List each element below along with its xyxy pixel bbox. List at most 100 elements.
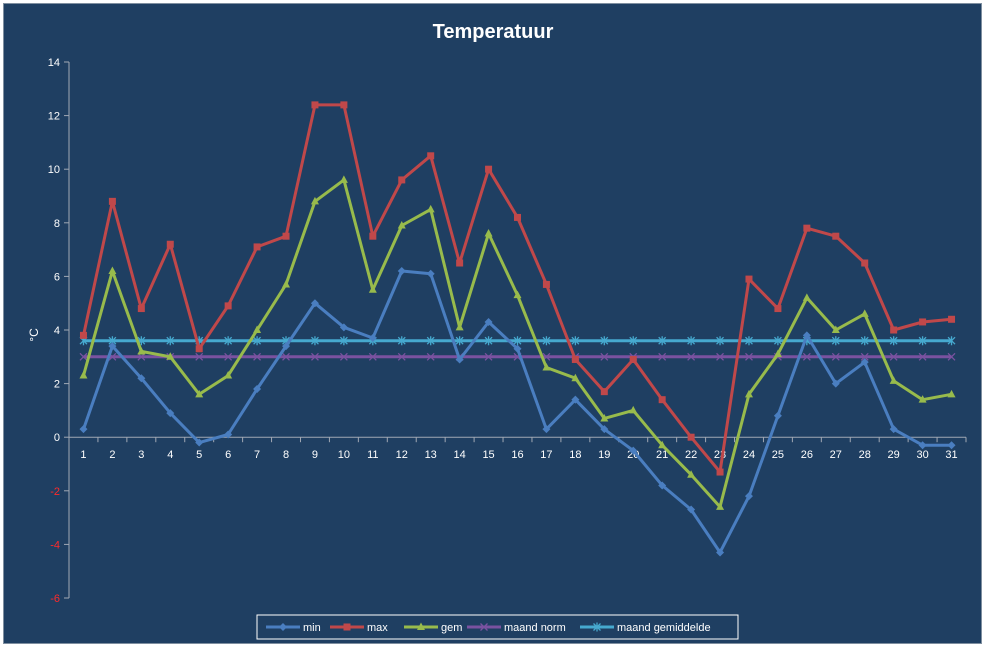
data-point-max (832, 232, 840, 240)
data-point-max (398, 176, 406, 184)
data-point-min (687, 505, 696, 514)
legend-swatch-marker (417, 622, 425, 630)
data-point-min (108, 342, 117, 351)
x-tick-label: 25 (772, 449, 784, 461)
data-point-max (890, 326, 898, 334)
data-point-max (600, 388, 608, 396)
data-point-max (253, 243, 261, 251)
data-point-max (658, 396, 666, 404)
data-point-gem (744, 389, 753, 398)
x-tick-label: 29 (888, 449, 900, 461)
series-line-max (82, 103, 952, 474)
data-point-gem (397, 220, 406, 229)
data-point-maand-norm (310, 352, 319, 361)
data-point-min (918, 441, 927, 450)
data-point-gem (542, 363, 551, 371)
data-point-min (166, 409, 175, 418)
series-max (79, 101, 956, 476)
data-point-maand-norm (339, 352, 348, 361)
x-tick-label: 17 (540, 449, 552, 461)
x-tick-label: 5 (196, 449, 202, 461)
data-point-gem (253, 325, 262, 333)
data-point-maand-gemiddelde (253, 336, 262, 346)
data-point-min (629, 446, 638, 455)
y-tick-label: 8 (54, 218, 60, 230)
legend-swatch-marker (343, 623, 351, 631)
data-point-gem (455, 322, 464, 331)
data-point-max (745, 275, 753, 283)
legend-label: min (303, 622, 321, 634)
data-point-gem (600, 413, 609, 422)
y-tick-label: 10 (48, 164, 60, 176)
x-tick-label: 3 (138, 449, 144, 461)
data-point-maand-norm (716, 352, 725, 361)
data-point-min (455, 355, 464, 364)
x-tick-label: 26 (801, 449, 813, 461)
data-point-min (860, 358, 869, 367)
data-point-gem (166, 352, 175, 360)
data-point-max (137, 305, 145, 313)
legend-item-min: min (266, 622, 321, 634)
data-point-maand-norm (368, 352, 377, 361)
data-point-max (108, 197, 116, 205)
x-tick-label: 15 (482, 449, 494, 461)
x-tick-label: 22 (685, 449, 697, 461)
y-tick-label: 0 (54, 432, 60, 444)
data-point-maand-gemiddelde (889, 336, 898, 346)
x-tick-label: 7 (254, 449, 260, 461)
data-point-maand-norm (600, 352, 609, 361)
data-point-maand-norm (484, 352, 493, 361)
data-point-maand-gemiddelde (831, 336, 840, 346)
chart-frame: Temperatuur °C -6 -4 -2 0 2 4 6 8 10 12 14 1 2 3 4 5 6 7 8… (3, 3, 982, 644)
data-point-min (600, 425, 609, 434)
data-point-maand-norm (79, 352, 88, 361)
x-tick-label: 1 (80, 449, 86, 461)
data-point-maand-gemiddelde (918, 336, 927, 346)
data-point-min (310, 299, 319, 308)
series-min (79, 267, 956, 557)
x-tick-label: 11 (367, 449, 378, 461)
data-point-min (889, 425, 898, 434)
data-point-gem (368, 285, 377, 293)
data-point-min (195, 438, 204, 447)
data-point-maand-gemiddelde (513, 336, 522, 346)
data-point-maand-gemiddelde (600, 336, 609, 346)
series-layer (79, 101, 956, 557)
x-tick-label: 16 (511, 449, 523, 461)
x-tick-label: 27 (830, 449, 842, 461)
data-point-maand-norm (253, 352, 262, 361)
data-point-gem (571, 373, 580, 382)
x-tick-label: 19 (598, 449, 610, 461)
data-point-max (369, 232, 377, 240)
x-tick-label: 21 (656, 449, 668, 461)
data-point-maand-norm (426, 352, 435, 361)
data-point-max (311, 101, 319, 109)
data-point-max (166, 240, 174, 248)
data-point-max (485, 165, 493, 173)
data-point-maand-gemiddelde (773, 336, 782, 346)
y-tick-label: 6 (54, 271, 60, 283)
data-point-maand-norm (195, 352, 204, 361)
data-point-min (79, 425, 88, 434)
data-point-min (831, 379, 840, 388)
data-point-gem (947, 389, 956, 398)
y-tick-label: -6 (50, 593, 60, 605)
data-point-min (802, 331, 811, 340)
legend-item-maand-gemiddelde: maand gemiddelde (580, 622, 711, 634)
data-point-maand-norm (860, 352, 869, 361)
data-point-min (137, 374, 146, 383)
data-point-min (571, 395, 580, 404)
data-point-gem (195, 389, 204, 398)
data-point-min (339, 323, 348, 332)
x-tick-label: 13 (425, 449, 437, 461)
data-point-min (484, 317, 493, 326)
x-tick-label: 24 (743, 449, 755, 461)
x-tick-label: 8 (283, 449, 289, 461)
data-point-max (427, 152, 435, 160)
data-point-min (282, 342, 291, 351)
x-tick-label: 18 (569, 449, 581, 461)
data-point-max (282, 232, 290, 240)
data-point-gem (860, 309, 869, 317)
data-point-max (803, 224, 811, 232)
